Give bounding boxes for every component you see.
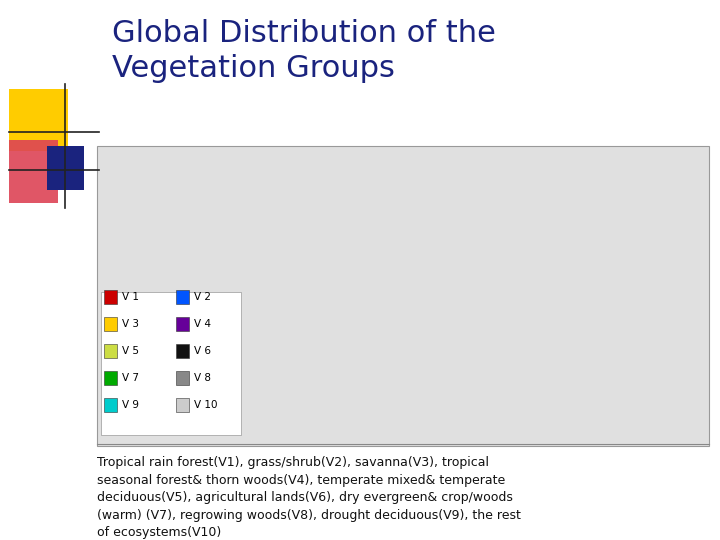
Text: V 2: V 2	[194, 292, 211, 302]
Bar	[47, 146, 84, 190]
Bar	[104, 372, 117, 384]
Bar	[104, 317, 117, 330]
Text: V 3: V 3	[122, 319, 139, 329]
Text: V 7: V 7	[122, 373, 139, 383]
Bar	[176, 291, 189, 303]
Bar	[176, 345, 189, 358]
Bar	[104, 345, 117, 358]
Bar	[104, 291, 117, 303]
Text: Tropical rain forest(V1), grass/shrub(V2), savanna(V3), tropical
seasonal forest: Tropical rain forest(V1), grass/shrub(V2…	[97, 456, 521, 539]
Text: V 4: V 4	[194, 319, 211, 329]
Text: V 6: V 6	[194, 346, 211, 356]
Text: Global Distribution of the
Vegetation Groups: Global Distribution of the Vegetation Gr…	[112, 19, 495, 83]
Text: V 8: V 8	[194, 373, 211, 383]
Bar	[176, 399, 189, 411]
Text: V 5: V 5	[122, 346, 139, 356]
Text: V 9: V 9	[122, 400, 139, 410]
Bar	[9, 89, 68, 151]
Bar	[176, 317, 189, 330]
Bar	[97, 146, 709, 446]
Bar	[176, 372, 189, 384]
Bar	[101, 292, 241, 435]
Text: V 10: V 10	[194, 400, 217, 410]
Bar	[9, 140, 58, 202]
Bar	[104, 399, 117, 411]
Text: V 1: V 1	[122, 292, 139, 302]
